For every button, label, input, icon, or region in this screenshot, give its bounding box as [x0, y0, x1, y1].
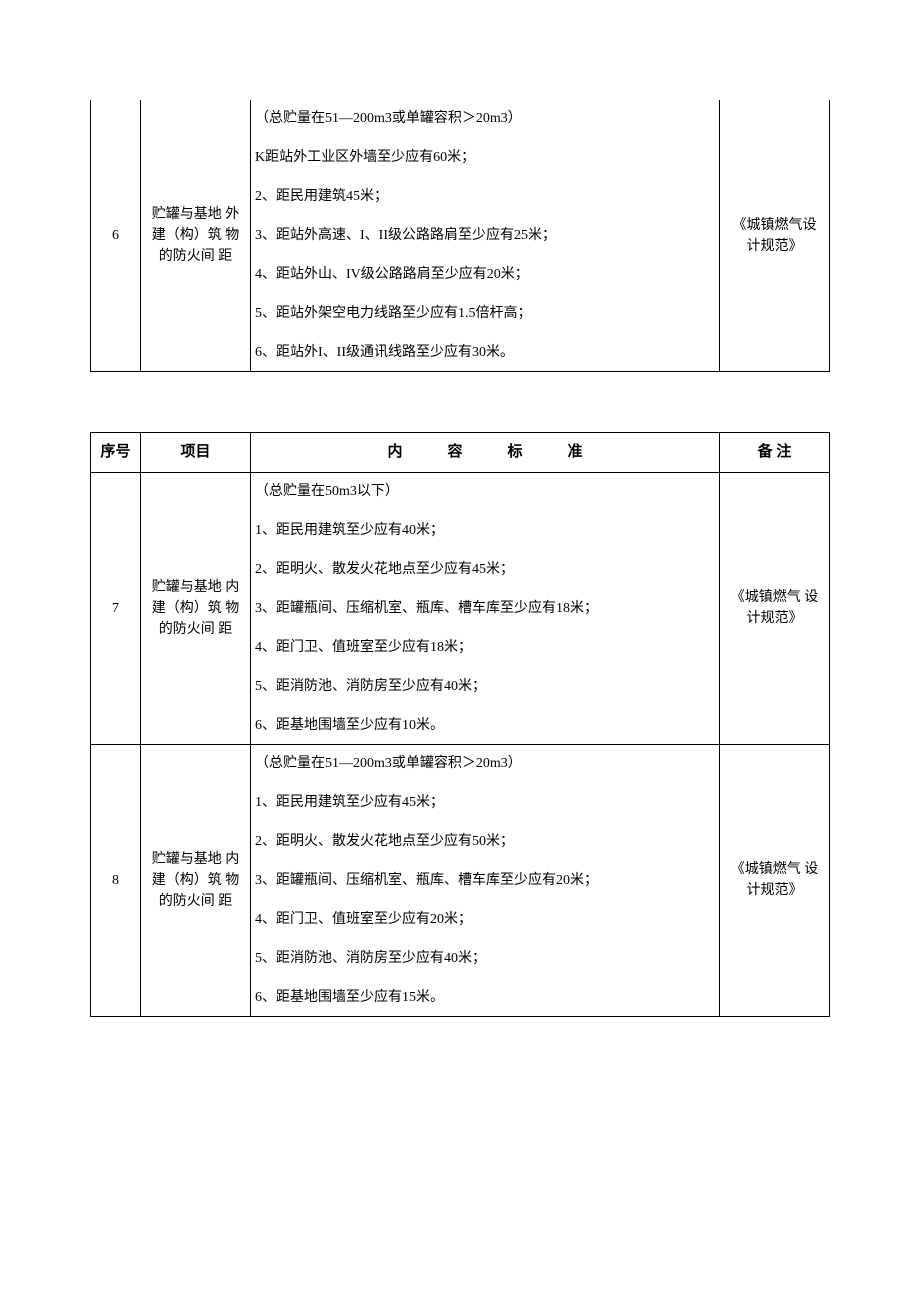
content-line: 1、距民用建筑至少应有40米；	[255, 520, 715, 541]
content-line: 4、距门卫、值班室至少应有18米；	[255, 637, 715, 658]
content-line: 4、距门卫、值班室至少应有20米；	[255, 909, 715, 930]
header-item: 项目	[141, 433, 251, 473]
content-line: K距站外工业区外墙至少应有60米；	[255, 147, 715, 168]
content-line: 1、距民用建筑至少应有45米；	[255, 792, 715, 813]
content-line: 6、距基地围墙至少应有15米。	[255, 987, 715, 1008]
cell-seq: 8	[91, 744, 141, 1016]
content-line: 5、距消防池、消防房至少应有40米；	[255, 948, 715, 969]
table-header-row: 序号 项目 内 容 标 准 备 注	[91, 433, 830, 473]
header-seq: 序号	[91, 433, 141, 473]
cell-content: （总贮量在51—200m3或单罐容积＞20m3） K距站外工业区外墙至少应有60…	[251, 100, 720, 372]
content-line: 3、距站外高速、I、II级公路路肩至少应有25米；	[255, 225, 715, 246]
content-line: 3、距罐瓶间、压缩机室、瓶库、槽车库至少应有20米；	[255, 870, 715, 891]
cell-item: 贮罐与基地 外建（构）筑 物的防火间 距	[141, 100, 251, 372]
cell-seq: 7	[91, 472, 141, 744]
cell-note: 《城镇燃气 设计规范》	[720, 472, 830, 744]
table-partial-top: 6 贮罐与基地 外建（构）筑 物的防火间 距 （总贮量在51—200m3或单罐容…	[90, 100, 830, 372]
content-line: 6、距基地围墙至少应有10米。	[255, 715, 715, 736]
content-line: （总贮量在50m3以下）	[255, 481, 715, 502]
content-line: 3、距罐瓶间、压缩机室、瓶库、槽车库至少应有18米；	[255, 598, 715, 619]
cell-seq: 6	[91, 100, 141, 372]
content-line: 2、距明火、散发火花地点至少应有50米；	[255, 831, 715, 852]
cell-item: 贮罐与基地 内建（构）筑 物的防火间 距	[141, 472, 251, 744]
cell-content: （总贮量在51—200m3或单罐容积＞20m3） 1、距民用建筑至少应有45米；…	[251, 744, 720, 1016]
cell-content: （总贮量在50m3以下） 1、距民用建筑至少应有40米； 2、距明火、散发火花地…	[251, 472, 720, 744]
header-note: 备 注	[720, 433, 830, 473]
cell-note: 《城镇燃气设 计规范》	[720, 100, 830, 372]
table-row: 8 贮罐与基地 内建（构）筑 物的防火间 距 （总贮量在51—200m3或单罐容…	[91, 744, 830, 1016]
content-line: 5、距站外架空电力线路至少应有1.5倍杆高；	[255, 303, 715, 324]
table-row: 7 贮罐与基地 内建（构）筑 物的防火间 距 （总贮量在50m3以下） 1、距民…	[91, 472, 830, 744]
content-line: 6、距站外I、II级通讯线路至少应有30米。	[255, 342, 715, 363]
table-main: 序号 项目 内 容 标 准 备 注 7 贮罐与基地 内建（构）筑 物的防火间 距…	[90, 432, 830, 1017]
content-line: （总贮量在51—200m3或单罐容积＞20m3）	[255, 753, 715, 774]
content-line: 4、距站外山、IV级公路路肩至少应有20米；	[255, 264, 715, 285]
cell-note: 《城镇燃气 设计规范》	[720, 744, 830, 1016]
content-line: 2、距明火、散发火花地点至少应有45米；	[255, 559, 715, 580]
table-gap	[90, 372, 830, 432]
content-line: （总贮量在51—200m3或单罐容积＞20m3）	[255, 108, 715, 129]
table-row: 6 贮罐与基地 外建（构）筑 物的防火间 距 （总贮量在51—200m3或单罐容…	[91, 100, 830, 372]
content-line: 2、距民用建筑45米；	[255, 186, 715, 207]
content-line: 5、距消防池、消防房至少应有40米；	[255, 676, 715, 697]
header-content: 内 容 标 准	[251, 433, 720, 473]
cell-item: 贮罐与基地 内建（构）筑 物的防火间 距	[141, 744, 251, 1016]
